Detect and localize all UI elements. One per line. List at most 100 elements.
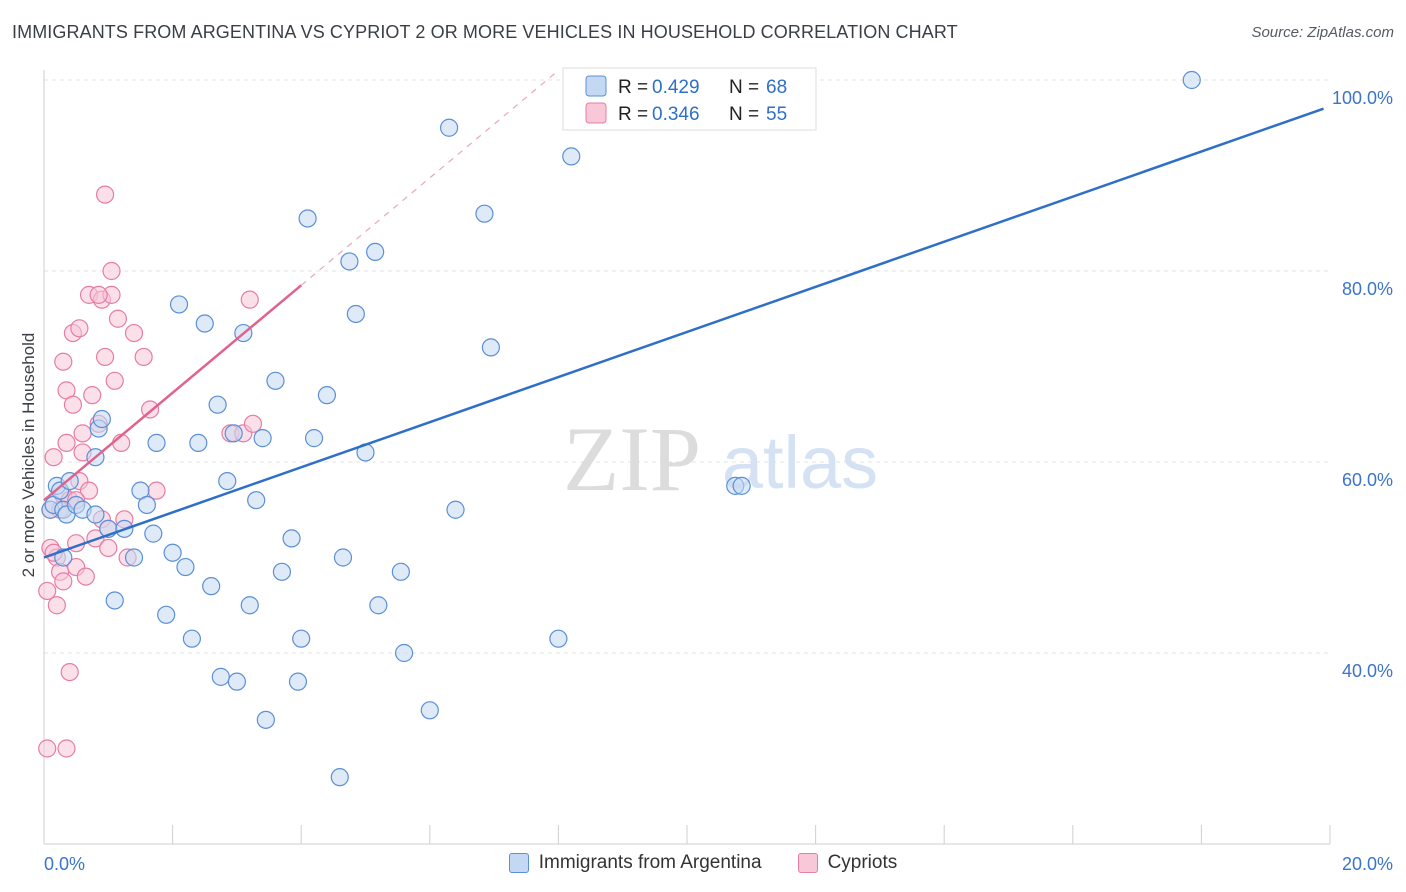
cypriots-point (63, 395, 83, 414)
argentina-point (481, 338, 500, 357)
argentina-point (366, 242, 385, 261)
cypriots-point (38, 581, 57, 601)
argentina-point (147, 433, 166, 452)
legend-n-label-pink: N = (729, 104, 759, 125)
argentina-point (732, 476, 751, 495)
argentina-point (253, 429, 272, 448)
y-tick-label: 60.0% (1342, 470, 1393, 490)
cypriots-trend-extension (300, 69, 559, 286)
legend-label-argentina: Immigrants from Argentina (538, 852, 762, 873)
argentina-point (266, 371, 285, 390)
argentina-point (391, 562, 410, 581)
cypriots-point (102, 261, 121, 281)
argentina-point (144, 524, 163, 543)
argentina-point (92, 409, 111, 429)
argentina-point (163, 543, 182, 562)
cypriots-point (70, 319, 89, 338)
cypriots-point (57, 433, 76, 452)
cypriots-point (99, 538, 118, 558)
argentina-point (208, 395, 227, 414)
cypriots-point (54, 572, 73, 591)
cypriots-point (243, 414, 263, 433)
legend-label-cypriots: Cypriots (827, 852, 898, 873)
legend-swatch-argentina (508, 853, 529, 873)
argentina-point (369, 596, 388, 615)
cypriots-point (89, 285, 108, 304)
legend-n-value-blue: 68 (766, 77, 787, 98)
cypriots-point (79, 481, 99, 500)
argentina-point (304, 429, 324, 448)
cypriots-point (95, 347, 115, 367)
argentina-point (346, 304, 365, 324)
argentina-point (137, 495, 156, 515)
legend-r-value-pink: 0.346 (652, 104, 700, 125)
cypriots-point (95, 185, 115, 204)
argentina-point (124, 548, 144, 567)
argentina-point (298, 209, 317, 228)
y-tick-label: 100.0% (1332, 88, 1393, 108)
cypriots-points (38, 185, 263, 758)
cypriots-point (47, 596, 66, 615)
legend-item-argentina: Immigrants from Argentina (508, 852, 762, 874)
cypriots-point (60, 662, 79, 682)
legend-r-label-blue: R = (618, 77, 648, 98)
argentina-point (272, 562, 292, 581)
stats-legend: R = 0.429 N = 68 R = 0.346 N = 55 (562, 67, 817, 131)
cypriots-point (73, 424, 92, 443)
argentina-point (176, 557, 195, 577)
legend-n-value-pink: 55 (766, 104, 787, 125)
argentina-point (247, 491, 266, 510)
argentina-point (227, 672, 246, 691)
chart-title: IMMIGRANTS FROM ARGENTINA VS CYPRIOT 2 O… (12, 22, 958, 42)
tick-labels: 100.0% 80.0% 60.0% 40.0% 0.0% 20.0% (44, 88, 1393, 874)
argentina-point (439, 118, 459, 137)
chart-source: Source: ZipAtlas.com (1251, 24, 1394, 41)
watermark-zip: ZIP (563, 408, 701, 510)
bottom-legend: Immigrants from Argentina Cypriots (0, 852, 1406, 874)
cypriots-trend-line (43, 284, 303, 502)
argentina-point (282, 529, 301, 548)
argentina-point (60, 472, 79, 491)
argentina-point (340, 252, 359, 271)
legend-swatch-pink (585, 102, 607, 124)
y-axis-label: 2 or more Vehicles in Household (19, 333, 38, 578)
legend-item-cypriots: Cypriots (797, 852, 898, 874)
argentina-point (189, 433, 208, 452)
legend-n-label-blue: N = (729, 77, 759, 98)
legend-r-label-pink: R = (618, 104, 648, 125)
cypriots-point (108, 309, 128, 328)
cypriots-point (57, 739, 76, 758)
argentina-point (317, 386, 337, 405)
grid-lines (44, 79, 1330, 654)
argentina-point (330, 768, 349, 787)
argentina-point (420, 701, 439, 720)
argentina-point (86, 505, 105, 524)
x-tick-label: 0.0% (44, 854, 85, 874)
trend-lines (43, 69, 1324, 559)
cypriots-point (240, 290, 259, 309)
cypriots-point (134, 347, 153, 367)
cypriots-point (38, 739, 57, 758)
argentina-point (169, 295, 189, 314)
argentina-trend-line (43, 107, 1324, 559)
argentina-point (292, 629, 311, 648)
watermark: ZIP atlas (563, 408, 878, 510)
cypriots-point (124, 323, 144, 343)
argentina-point (562, 147, 581, 166)
y-tick-label: 80.0% (1342, 279, 1393, 299)
argentina-point (218, 472, 237, 491)
argentina-point (549, 629, 568, 648)
argentina-point (475, 204, 494, 223)
cypriots-point (105, 371, 124, 390)
argentina-point (105, 591, 124, 610)
argentina-point (211, 667, 230, 686)
argentina-point (240, 596, 259, 615)
argentina-point (182, 629, 201, 648)
argentina-point (157, 605, 176, 624)
argentina-point (224, 424, 243, 443)
cypriots-point (83, 386, 102, 405)
argentina-point (202, 577, 221, 596)
argentina-point (333, 548, 353, 567)
cypriots-point (54, 352, 73, 371)
